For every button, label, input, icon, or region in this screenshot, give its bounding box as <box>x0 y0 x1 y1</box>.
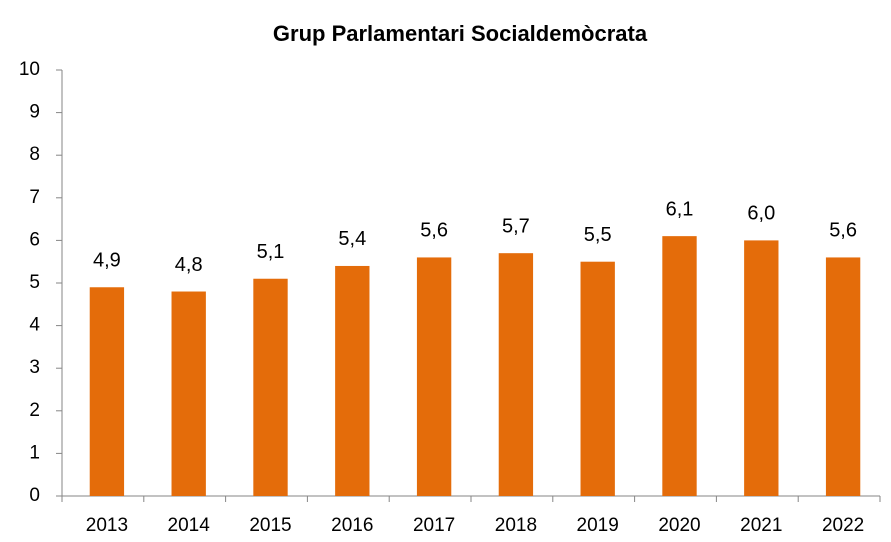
bar <box>253 278 288 496</box>
x-tick-label: 2022 <box>822 515 864 536</box>
value-label: 4,9 <box>93 250 121 272</box>
y-tick-label: 7 <box>29 187 40 208</box>
value-label: 6,0 <box>747 203 775 225</box>
bar <box>662 236 697 496</box>
y-tick-label: 6 <box>29 229 40 250</box>
bar <box>498 253 534 496</box>
y-tick-label: 1 <box>29 442 40 463</box>
bar <box>744 240 779 496</box>
x-tick-label: 2016 <box>331 515 373 536</box>
y-tick-label: 5 <box>29 272 40 293</box>
x-tick-label: 2019 <box>577 515 619 536</box>
y-tick-label: 2 <box>29 400 40 421</box>
y-tick-label: 8 <box>29 144 40 165</box>
chart-title: Grup Parlamentari Socialdemòcrata <box>273 21 648 46</box>
bar <box>335 265 370 496</box>
value-label: 5,5 <box>584 224 612 246</box>
y-tick-label: 0 <box>29 485 40 506</box>
y-tick-label: 4 <box>29 315 40 336</box>
bar <box>416 257 452 496</box>
value-label: 5,4 <box>338 228 366 250</box>
value-label: 5,6 <box>829 220 857 242</box>
y-tick-label: 9 <box>29 102 40 123</box>
y-tick-label: 3 <box>29 357 40 378</box>
x-tick-label: 2014 <box>168 515 211 536</box>
value-label: 4,8 <box>175 254 203 276</box>
x-tick-label: 2015 <box>249 515 291 536</box>
bar <box>171 291 206 496</box>
x-tick-label: 2021 <box>740 515 782 536</box>
value-label: 5,7 <box>502 215 530 237</box>
y-tick-label: 10 <box>19 59 40 80</box>
bar <box>580 261 615 496</box>
value-label: 5,1 <box>257 241 285 263</box>
value-label: 6,1 <box>666 198 694 220</box>
bar <box>89 287 125 496</box>
x-tick-label: 2017 <box>413 515 455 536</box>
x-tick-label: 2018 <box>495 515 537 536</box>
x-tick-label: 2020 <box>658 515 700 536</box>
x-tick-label: 2013 <box>86 515 128 536</box>
value-label: 5,6 <box>420 220 448 242</box>
bar <box>825 257 861 496</box>
